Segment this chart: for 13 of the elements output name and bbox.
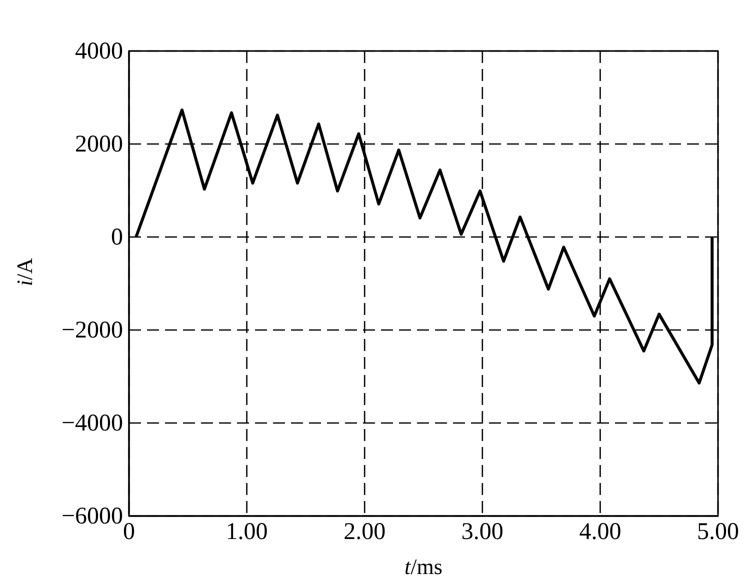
y-tick-label: 2000 [75,132,123,158]
y-tick-label: −4000 [61,410,123,437]
x-tick-label: 2.00 [344,519,386,546]
y-tick-label: 0 [111,224,123,251]
y-tick-label: −2000 [61,318,123,344]
x-tick-label: 5.00 [697,519,739,546]
y-tick-label: −6000 [61,504,123,530]
x-tick-label: 1.00 [226,519,268,546]
x-tick-label: 4.00 [579,519,622,546]
x-tick-label: 3.00 [461,519,504,546]
y-tick-label: 4000 [75,38,123,65]
y-axis-title: i/A [12,258,37,286]
x-axis-title: t/ms [404,554,442,577]
